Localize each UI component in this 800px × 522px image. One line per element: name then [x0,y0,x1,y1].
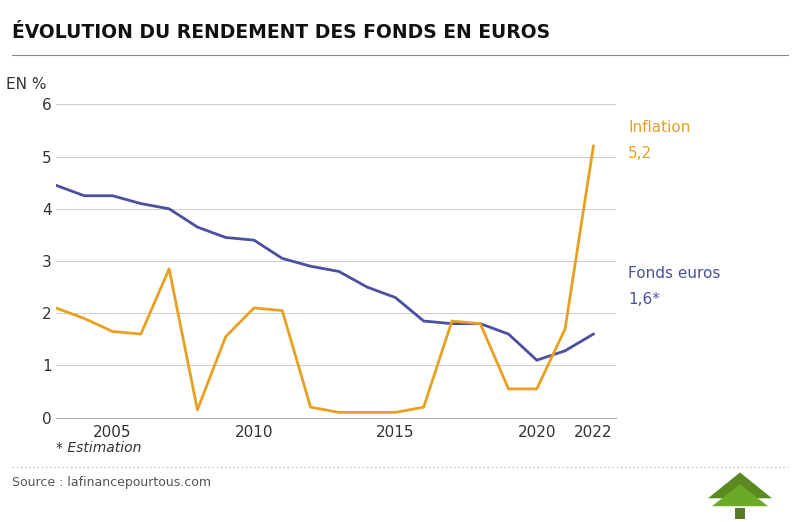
Text: * Estimation: * Estimation [56,441,142,455]
Text: 1,6*: 1,6* [628,292,660,307]
Text: Source : lafinancepourtous.com: Source : lafinancepourtous.com [12,476,211,489]
Text: ÉVOLUTION DU RENDEMENT DES FONDS EN EUROS: ÉVOLUTION DU RENDEMENT DES FONDS EN EURO… [12,23,550,42]
Text: EN %: EN % [6,77,46,92]
Text: 5,2: 5,2 [628,146,652,161]
Polygon shape [712,484,768,506]
Text: Fonds euros: Fonds euros [628,266,720,281]
Text: Inflation: Inflation [628,120,690,135]
Polygon shape [708,472,772,498]
FancyBboxPatch shape [735,507,745,519]
